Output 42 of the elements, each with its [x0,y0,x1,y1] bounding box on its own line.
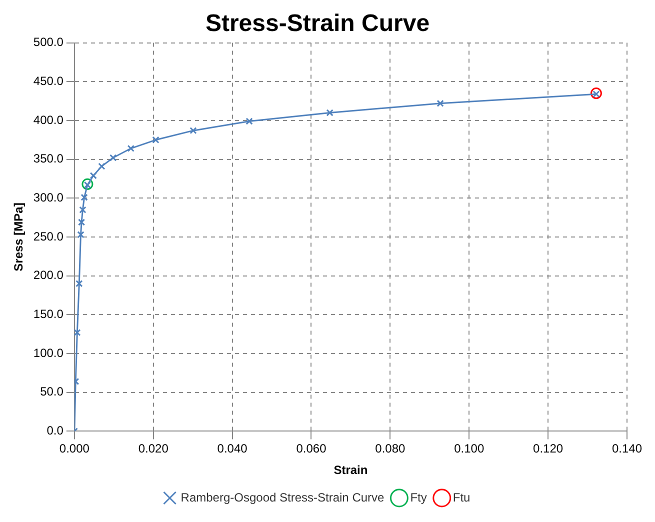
point [76,280,83,288]
y-tick-label: 200.0 [33,268,64,282]
x-tick-label: 0.000 [59,442,90,456]
point [110,154,117,162]
point [127,144,134,152]
point [77,231,84,238]
x-tick-label: 0.100 [454,442,484,456]
x-tick-label: 0.120 [533,442,564,456]
x-tick-label: 0.040 [217,442,248,456]
x-tick-label: 0.020 [138,442,169,456]
y-tick-label: 350.0 [33,152,64,166]
point [78,218,86,226]
point [79,206,86,214]
point [326,109,334,116]
point [74,328,81,336]
y-tick-label: 450.0 [33,74,64,88]
x-tick-label: 0.140 [612,442,642,456]
y-tick-label: 150.0 [33,306,64,321]
legend-label: Ftu [452,490,470,504]
y-tick-label: 100.0 [33,346,64,360]
point [152,136,160,144]
y-tick-label: 300.0 [33,190,64,204]
point [590,88,602,100]
y-tick-label: 0.0 [46,424,64,438]
point [98,162,106,170]
point [80,194,88,201]
chart-title: Stress-Strain Curve [205,10,430,38]
x-tick-label: 0.080 [375,442,406,456]
point [82,178,94,190]
y-tick-label: 250.0 [33,229,64,244]
legend-label: Fty [410,490,427,504]
point [436,100,444,107]
y-axis-title: Sress [MPa] [12,202,26,272]
y-tick-label: 400.0 [33,112,64,127]
point [190,127,197,134]
point [246,118,253,125]
x-axis-title: Strain [334,463,368,478]
x-tick-label: 0.060 [296,442,327,456]
y-tick-label: 50.0 [40,384,64,399]
point [90,172,97,180]
legend-label: Ramberg-Osgood Stress-Strain Curve [180,490,385,504]
y-tick-label: 500.0 [33,35,64,50]
